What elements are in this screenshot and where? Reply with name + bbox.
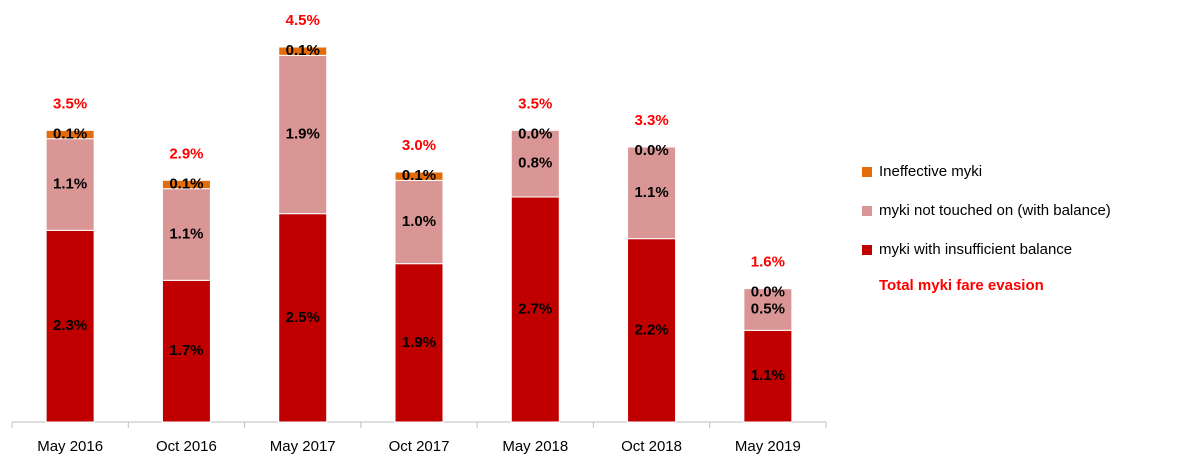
- bar-segment: [394, 171, 444, 181]
- data-label: 2.7%: [518, 300, 552, 317]
- bar-segment: [45, 138, 95, 231]
- data-label: 0.8%: [518, 155, 552, 172]
- data-label: 0.1%: [53, 125, 87, 142]
- data-label: 1.1%: [634, 184, 668, 201]
- x-tick-label: May 2017: [270, 438, 336, 455]
- bar-segment: [743, 329, 793, 423]
- bar-segment: [278, 46, 328, 56]
- bar-segment: [161, 279, 211, 423]
- data-label: 2.3%: [53, 317, 87, 334]
- legend-label: myki not touched on (with balance): [879, 202, 1111, 219]
- legend-swatch: [862, 245, 872, 255]
- bar-segment: [743, 288, 793, 331]
- legend-label: Ineffective myki: [879, 163, 982, 180]
- data-label: 2.2%: [634, 321, 668, 338]
- data-label: 0.1%: [286, 42, 320, 59]
- data-label: 1.0%: [402, 213, 436, 230]
- data-label: 2.5%: [286, 309, 320, 326]
- bar-segment: [161, 188, 211, 281]
- total-label: 3.5%: [53, 95, 87, 112]
- x-tick-label: May 2016: [37, 438, 103, 455]
- data-label: 1.9%: [286, 125, 320, 142]
- data-label: 1.1%: [751, 367, 785, 384]
- bar-segment: [161, 179, 211, 190]
- data-label: 1.9%: [402, 334, 436, 351]
- data-label: 0.0%: [751, 284, 785, 301]
- x-tick-label: Oct 2016: [156, 438, 217, 455]
- total-label: 3.0%: [402, 137, 436, 154]
- x-tick-label: May 2019: [735, 438, 801, 455]
- data-label: 0.0%: [518, 125, 552, 142]
- bar-segment: [45, 229, 95, 423]
- x-tick-label: Oct 2017: [389, 438, 450, 455]
- bar-segment: [394, 263, 444, 423]
- bar-segment: [627, 238, 677, 423]
- total-label: 2.9%: [169, 145, 203, 162]
- data-label: 0.5%: [751, 300, 785, 317]
- bar-segment: [45, 129, 95, 140]
- legend-label: Total myki fare evasion: [879, 277, 1044, 294]
- bar-segment: [394, 179, 444, 265]
- legend-swatch: [862, 206, 872, 216]
- total-label: 3.3%: [634, 112, 668, 129]
- bar-segment: [510, 129, 560, 198]
- bar-segment: [510, 196, 560, 423]
- x-tick-label: Oct 2018: [621, 438, 682, 455]
- bar-segment: [627, 146, 677, 240]
- legend-label: myki with insufficient balance: [879, 241, 1072, 258]
- data-label: 1.7%: [169, 342, 203, 359]
- data-label: 1.1%: [169, 225, 203, 242]
- total-label: 4.5%: [286, 12, 320, 29]
- data-label: 0.0%: [634, 142, 668, 159]
- total-label: 1.6%: [751, 254, 785, 271]
- data-label: 0.1%: [169, 175, 203, 192]
- data-label: 1.1%: [53, 175, 87, 192]
- x-tick-label: May 2018: [502, 438, 568, 455]
- legend-swatch: [862, 167, 872, 177]
- data-label: 0.1%: [402, 167, 436, 184]
- total-label: 3.5%: [518, 95, 552, 112]
